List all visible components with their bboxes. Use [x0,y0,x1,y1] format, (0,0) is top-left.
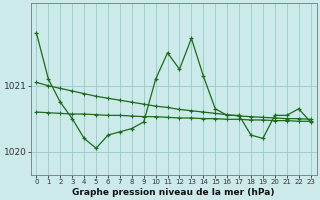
X-axis label: Graphe pression niveau de la mer (hPa): Graphe pression niveau de la mer (hPa) [72,188,275,197]
